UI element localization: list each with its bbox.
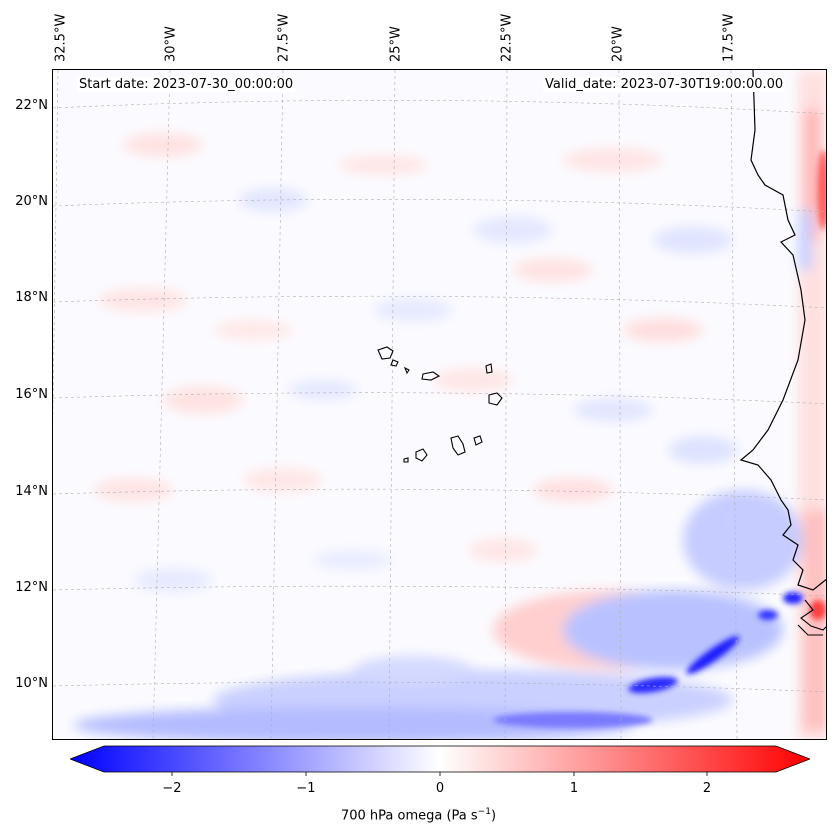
colorbar-tick-2: 2: [702, 781, 712, 796]
colorbar-ticks: [171, 772, 708, 776]
lon-label-25w: 25°W: [388, 26, 404, 62]
colorbar: [70, 745, 810, 776]
lat-label-16n: 16°N: [15, 387, 48, 402]
omega-field-map: [53, 70, 826, 739]
colorbar-tick-neg1: −1: [296, 781, 316, 796]
lat-label-12n: 12°N: [15, 580, 48, 595]
colorbar-tick-neg2: −2: [162, 781, 182, 796]
omega-patches: [73, 70, 826, 739]
colorbar-body: [70, 745, 810, 773]
lat-label-20n: 20°N: [15, 194, 48, 209]
lon-label-22-5w: 22.5°W: [499, 13, 515, 62]
colorbar-tick-0: 0: [435, 781, 445, 796]
lon-label-30w: 30°W: [163, 26, 179, 62]
lat-label-10n: 10°N: [15, 676, 48, 691]
lon-label-27-5w: 27.5°W: [276, 13, 292, 62]
graticule: [53, 70, 826, 739]
cape-verde-islands: [377, 346, 503, 463]
valid-date-text: Valid_date: 2023-07-30T19:00:00.00: [543, 77, 786, 92]
coastline-west-africa: [739, 70, 826, 591]
lat-label-14n: 14°N: [15, 484, 48, 499]
strong-omega-cores: [493, 150, 826, 728]
lon-label-17-5w: 17.5°W: [721, 13, 737, 62]
coastline-guinea-bissau: [797, 599, 826, 636]
lon-label-20w: 20°W: [610, 26, 626, 62]
start-date-text: Start date: 2023-07-30_00:00:00: [77, 77, 296, 92]
colorbar-tick-1: 1: [569, 781, 579, 796]
map-panel[interactable]: [52, 69, 827, 740]
colorbar-label: 700 hPa omega (Pa s−1): [340, 807, 497, 824]
lat-label-22n: 22°N: [15, 98, 48, 113]
lat-label-18n: 18°N: [15, 290, 48, 305]
lon-label-32-5w: 32.5°W: [53, 13, 69, 62]
